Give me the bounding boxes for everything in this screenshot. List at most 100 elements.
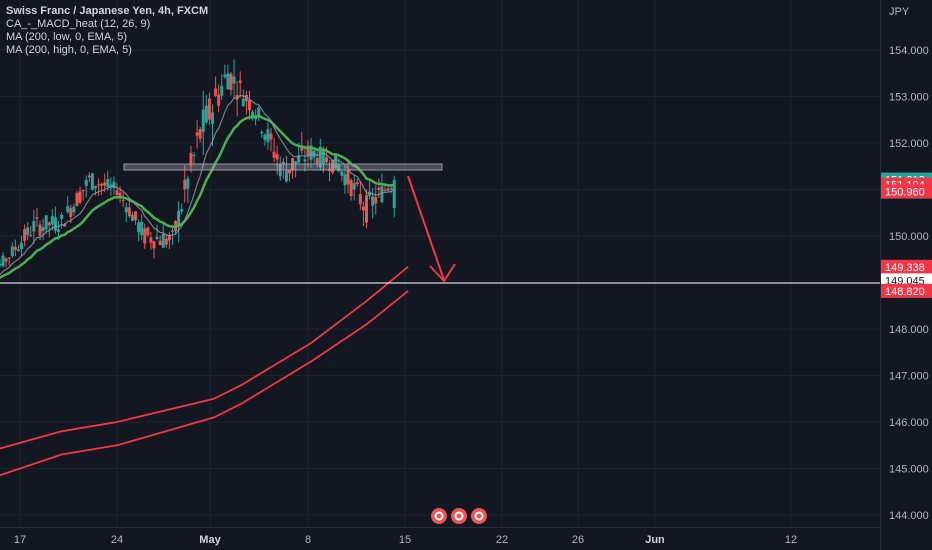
candle-body	[257, 107, 261, 117]
event-marker-icon[interactable]	[431, 508, 447, 524]
event-marker-icon[interactable]	[451, 508, 467, 524]
candle-body	[146, 227, 150, 235]
price-tick-label: 144.000	[889, 510, 929, 522]
candle-body	[109, 184, 113, 188]
candle-body	[383, 189, 387, 191]
candle-body	[306, 145, 310, 157]
candle-body	[60, 214, 64, 219]
candle-body	[100, 183, 104, 186]
candle-body	[220, 85, 224, 96]
indicator-ma-high[interactable]: MA (200, high, 0, EMA, 5)	[6, 44, 132, 56]
candle-body	[365, 194, 368, 223]
price-tick-label: 146.000	[889, 417, 929, 429]
candle-body	[41, 227, 45, 232]
candle-body	[214, 88, 218, 96]
candle-body	[204, 105, 208, 123]
moving-average-line[interactable]	[0, 290, 409, 483]
candle-body	[38, 224, 42, 236]
candle-body	[297, 155, 301, 163]
candle-body	[355, 182, 359, 185]
candle-body	[331, 160, 335, 173]
ema-lines-layer	[0, 94, 395, 280]
candle-body	[217, 94, 221, 106]
candle-body	[263, 134, 267, 140]
candle-body	[161, 233, 165, 248]
candle-body	[321, 149, 325, 164]
candle-body	[294, 161, 298, 165]
price-label-value: 149.338	[885, 262, 925, 274]
currency-label: JPY	[889, 6, 910, 18]
candle-body	[0, 263, 2, 266]
candle-body	[238, 80, 242, 84]
candle-body	[158, 240, 162, 245]
candle-body	[207, 98, 211, 120]
candle-body	[127, 207, 131, 217]
indicator-ma-low[interactable]: MA (200, low, 0, EMA, 5)	[6, 31, 128, 43]
price-tick-label: 145.000	[889, 464, 929, 476]
candle-body	[121, 199, 125, 201]
time-tick-label: 26	[572, 534, 584, 546]
candle-body	[1, 255, 5, 267]
candle-body	[380, 186, 384, 203]
candle-body	[32, 221, 36, 232]
candle-body	[137, 222, 141, 233]
resistance-zone[interactable]	[123, 163, 443, 171]
candle-body	[198, 129, 202, 139]
candle-body	[149, 237, 153, 243]
candle-body	[186, 178, 190, 189]
candle-body	[170, 230, 174, 232]
forecast-arrow[interactable]	[407, 175, 456, 283]
candle-body	[269, 133, 273, 140]
candle-body	[244, 94, 248, 102]
candle-body	[266, 129, 270, 143]
candle-body	[272, 151, 276, 158]
candle-body	[343, 174, 347, 186]
candle-body	[284, 170, 288, 182]
price-label-ma-low: 149.338	[881, 259, 932, 274]
candle-body	[152, 241, 156, 249]
candle-body	[377, 187, 381, 190]
moving-average-line[interactable]	[0, 266, 409, 455]
time-tick-label: 12	[785, 534, 797, 546]
candle-body	[44, 215, 48, 230]
price-tick-label: 148.000	[889, 324, 929, 336]
candle-body	[26, 227, 30, 236]
candle-body	[241, 98, 245, 107]
price-label-value: 148.820	[885, 286, 925, 298]
time-axis: 17 24 May 8 15 22 26 Jun 12	[14, 534, 797, 546]
candle-body	[232, 76, 236, 84]
candle-body	[374, 197, 378, 204]
candle-body	[389, 188, 393, 190]
candle-body	[53, 217, 57, 231]
candle-body	[7, 257, 11, 259]
candle-body	[81, 189, 85, 192]
candle-body	[20, 242, 24, 250]
candle-body	[386, 188, 390, 191]
candle-body	[340, 171, 344, 176]
price-label-ma-b: 150.960	[881, 184, 932, 199]
candle-body	[349, 180, 353, 196]
candle-body	[112, 181, 116, 188]
candle-body	[260, 131, 264, 134]
candle-body	[167, 234, 171, 241]
event-marker-icon[interactable]	[471, 508, 487, 524]
economic-events[interactable]	[431, 508, 487, 524]
candle-body	[192, 154, 196, 156]
indicator-macd-heat[interactable]: CA_-_MACD_heat (12, 26, 9)	[6, 18, 151, 30]
candle-body	[155, 236, 159, 240]
price-labels: 151.21344:37151.104150.960149.338149.045…	[881, 172, 932, 298]
candle-body	[281, 161, 285, 165]
candle-body	[337, 165, 341, 172]
candle-body	[247, 100, 251, 111]
price-tick-label: 150.000	[889, 231, 929, 243]
candle-body	[309, 145, 313, 160]
candle-body	[288, 169, 291, 174]
price-tick-label: 152.000	[889, 138, 929, 150]
candle-body	[211, 112, 214, 124]
price-label-ma-high: 148.820	[881, 283, 932, 298]
candle-body	[106, 179, 110, 188]
candle-body	[130, 214, 134, 221]
candle-body	[118, 192, 122, 197]
symbol-title[interactable]: Swiss Franc / Japanese Yen, 4h, FXCM	[6, 5, 209, 17]
